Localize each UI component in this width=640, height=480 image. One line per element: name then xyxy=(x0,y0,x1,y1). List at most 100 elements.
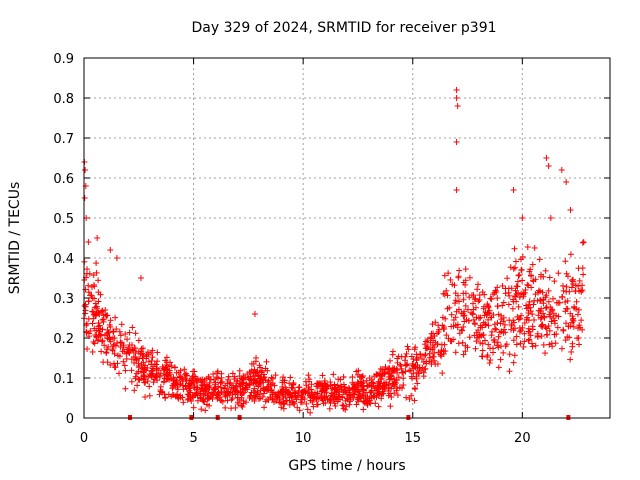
data-point xyxy=(339,402,346,409)
data-point xyxy=(413,369,420,376)
data-point xyxy=(264,383,271,390)
data-point xyxy=(525,337,532,344)
data-point xyxy=(181,366,188,373)
data-point xyxy=(473,338,480,345)
data-point xyxy=(447,276,454,283)
data-point xyxy=(146,392,153,399)
data-point xyxy=(413,375,420,382)
data-point xyxy=(318,388,325,395)
data-point xyxy=(525,282,532,289)
data-point xyxy=(551,278,558,285)
data-point xyxy=(506,368,513,375)
data-point xyxy=(255,383,262,390)
data-point xyxy=(163,359,170,366)
data-point xyxy=(98,348,105,355)
data-point xyxy=(577,324,584,331)
data-point xyxy=(484,352,491,359)
data-point xyxy=(483,312,490,319)
data-point xyxy=(555,313,562,320)
data-point xyxy=(84,266,91,273)
data-point xyxy=(470,316,477,323)
data-point xyxy=(162,395,169,402)
data-point xyxy=(126,350,133,357)
data-point xyxy=(260,371,267,378)
data-point xyxy=(277,389,284,396)
data-point xyxy=(563,283,570,290)
data-point xyxy=(534,297,541,304)
data-point xyxy=(214,375,221,382)
data-point xyxy=(403,350,410,357)
data-point xyxy=(494,339,501,346)
data-point xyxy=(339,394,346,401)
data-point xyxy=(575,334,582,341)
data-point xyxy=(252,369,259,376)
data-point xyxy=(462,281,469,288)
data-point xyxy=(238,375,245,382)
data-point xyxy=(259,393,266,400)
data-point xyxy=(424,345,431,352)
data-point xyxy=(354,396,361,403)
data-point xyxy=(524,314,531,321)
data-point xyxy=(564,273,571,280)
data-point xyxy=(394,355,401,362)
data-point xyxy=(222,404,229,411)
data-point xyxy=(535,287,542,294)
data-point xyxy=(466,334,473,341)
data-point xyxy=(137,351,144,358)
data-point xyxy=(431,333,438,340)
data-point xyxy=(526,268,533,275)
data-point xyxy=(476,331,483,338)
data-point xyxy=(349,373,356,380)
data-point xyxy=(474,334,481,341)
data-point xyxy=(532,342,539,349)
data-point xyxy=(506,351,513,358)
data-point xyxy=(126,329,133,336)
data-point xyxy=(466,294,473,301)
data-point xyxy=(476,296,483,303)
data-point xyxy=(387,403,394,410)
data-point xyxy=(96,322,103,329)
data-point xyxy=(209,390,216,397)
data-point xyxy=(211,376,218,383)
y-tick-label: 0.6 xyxy=(53,172,74,187)
data-point xyxy=(460,351,467,358)
data-point xyxy=(485,316,492,323)
data-point xyxy=(172,364,179,371)
data-point xyxy=(499,282,506,289)
data-point xyxy=(505,301,512,308)
data-point xyxy=(252,372,259,379)
data-point xyxy=(236,367,243,374)
data-point xyxy=(104,335,111,342)
y-tick-label: 0.4 xyxy=(53,252,74,267)
data-point xyxy=(506,317,513,324)
data-point xyxy=(374,384,381,391)
data-point xyxy=(129,342,136,349)
data-point xyxy=(260,384,267,391)
data-point xyxy=(570,280,577,287)
data-point xyxy=(495,333,502,340)
data-point xyxy=(93,303,100,310)
data-point xyxy=(331,382,338,389)
data-point xyxy=(569,316,576,323)
data-point xyxy=(464,306,471,313)
data-point xyxy=(228,384,235,391)
data-point xyxy=(377,372,384,379)
data-point xyxy=(488,296,495,303)
data-point xyxy=(448,311,455,318)
data-point xyxy=(321,380,328,387)
data-point xyxy=(202,407,209,414)
data-point xyxy=(562,299,569,306)
data-point xyxy=(385,382,392,389)
data-point xyxy=(542,350,549,357)
data-point xyxy=(405,346,412,353)
data-point xyxy=(452,290,459,297)
data-point xyxy=(92,300,99,307)
data-point xyxy=(391,381,398,388)
data-point xyxy=(575,265,582,272)
data-point xyxy=(576,322,583,329)
data-point xyxy=(377,365,384,372)
data-point xyxy=(336,388,343,395)
data-point xyxy=(414,380,421,387)
data-point xyxy=(347,396,354,403)
data-point xyxy=(278,388,285,395)
